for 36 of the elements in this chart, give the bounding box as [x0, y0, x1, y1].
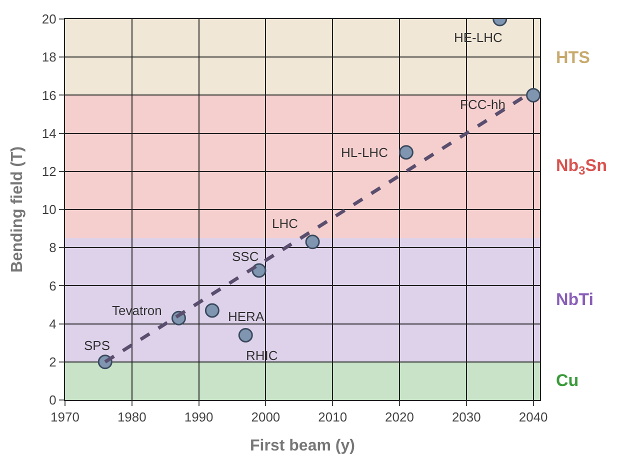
annotation: SPS — [84, 338, 110, 353]
point — [252, 263, 266, 278]
y-axis-title: Bending field (T) — [8, 146, 26, 273]
x-tick-label: 1980 — [117, 410, 146, 425]
point — [526, 88, 540, 102]
band-label: HTS — [556, 48, 590, 67]
point — [238, 328, 253, 342]
y-tick-label: 12 — [42, 164, 56, 179]
y-tick-label: 8 — [49, 240, 56, 256]
y-tick-label: 14 — [42, 126, 56, 141]
x-tick-label: 1990 — [184, 410, 214, 425]
x-tick-label: 2030 — [452, 410, 481, 425]
y-tick-label: 6 — [49, 278, 56, 294]
y-tick-label: 18 — [42, 50, 56, 65]
x-tick-label: 1970 — [50, 410, 80, 425]
annotation: LHC — [272, 216, 298, 231]
x-tick-label: 2040 — [518, 410, 548, 425]
x-axis-title: First beam (y) — [250, 437, 355, 454]
band-label: Cu — [556, 371, 579, 390]
y-tick-label: 16 — [42, 88, 56, 103]
x-tick-label: 2000 — [251, 410, 280, 425]
y-tick-label: 10 — [42, 202, 56, 218]
y-tick-label: 20 — [42, 12, 56, 27]
band-label: NbTi — [556, 290, 594, 309]
y-tick-label: 0 — [49, 392, 56, 408]
point — [204, 303, 220, 318]
band-label: Nb$_{3}$Sn — [556, 156, 608, 178]
y-tick-label: 2 — [49, 354, 56, 370]
point — [398, 145, 414, 160]
annotation: HL-LHC — [341, 145, 388, 160]
point — [305, 234, 320, 250]
y-tick-label: 4 — [49, 316, 56, 332]
annotation: SSC — [232, 249, 259, 264]
x-tick-label: 2010 — [318, 410, 348, 425]
x-tick-label: 2020 — [385, 410, 414, 425]
annotation: HERA — [228, 309, 264, 324]
